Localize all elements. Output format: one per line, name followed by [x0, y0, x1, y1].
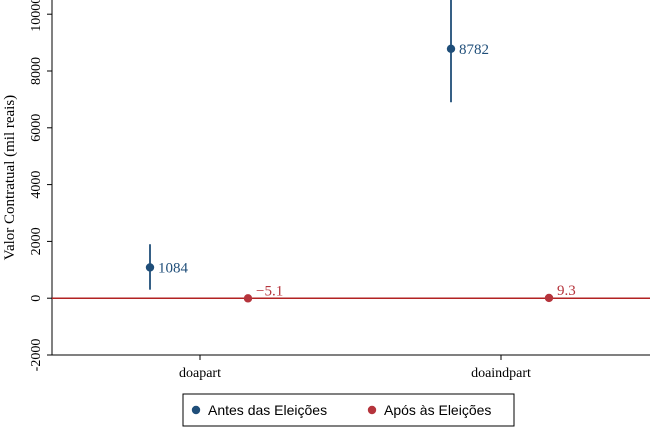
data-point-doapart-series-1	[243, 294, 253, 303]
y-tick-label: 2000	[29, 227, 44, 255]
legend-marker-series-1	[367, 405, 377, 415]
y-tick-label: 8000	[29, 57, 44, 85]
legend-marker-series-0	[191, 405, 201, 415]
data-label-doaindpart-series-0: 8782	[459, 42, 489, 58]
data-label-doaindpart-series-1: 9.3	[557, 283, 576, 299]
data-point-doaindpart-series-0	[446, 44, 456, 53]
legend-label-series-0: Antes das Eleições	[208, 402, 327, 418]
legend-box	[182, 393, 515, 427]
y-tick-label: 10000	[29, 0, 44, 32]
legend-label-series-1: Após às Eleições	[384, 402, 491, 418]
data-point-doapart-series-0	[145, 263, 155, 272]
y-tick-label: -2000	[29, 339, 44, 372]
y-tick-label: 0	[29, 295, 44, 302]
data-label-doapart-series-1: −5.1	[256, 283, 283, 299]
data-label-doapart-series-0: 1084	[158, 260, 189, 276]
y-axis-title: Valor Contratual (mil reais)	[2, 95, 18, 260]
x-tick-label-doaindpart: doaindpart	[471, 366, 531, 381]
x-tick-label-doapart: doapart	[179, 366, 221, 381]
y-tick-label: 6000	[29, 114, 44, 142]
data-point-doaindpart-series-1	[544, 293, 554, 303]
y-tick-label: 4000	[29, 171, 44, 199]
